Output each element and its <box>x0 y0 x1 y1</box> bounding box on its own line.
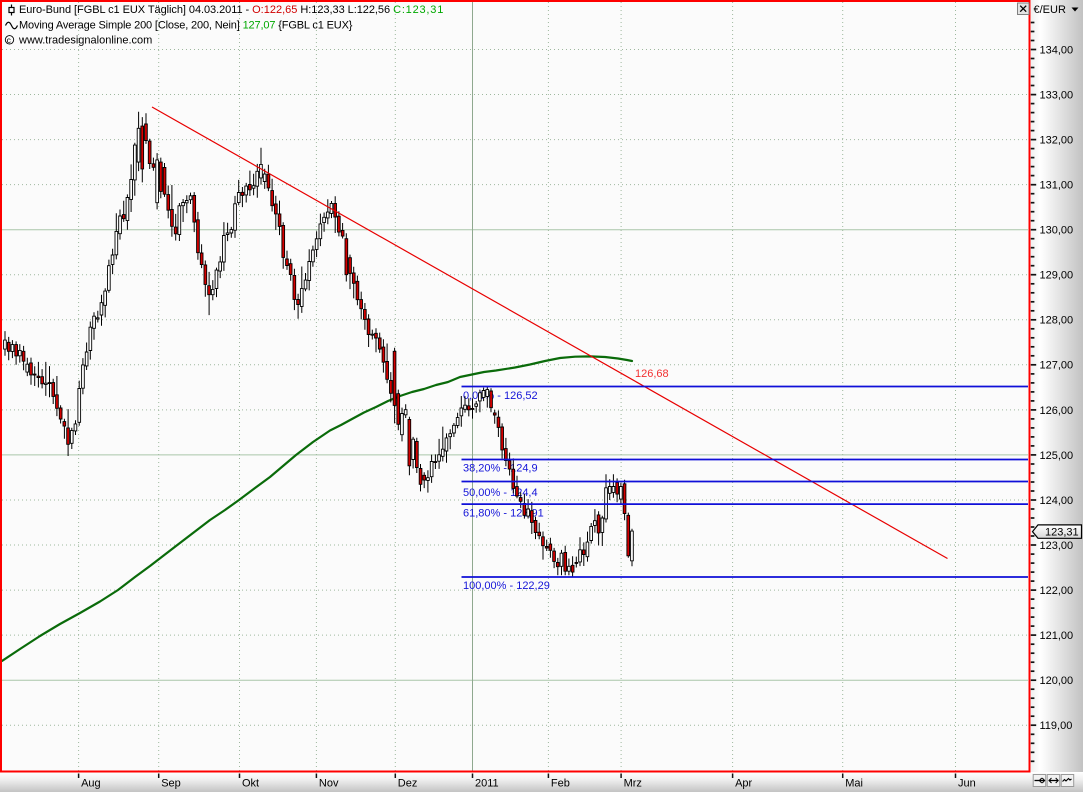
svg-text:126,00: 126,00 <box>1040 405 1074 417</box>
svg-text:Moving Average Simple 200 [Clo: Moving Average Simple 200 [Close, 200, N… <box>19 19 353 31</box>
svg-text:128,00: 128,00 <box>1040 315 1074 327</box>
svg-text:c: c <box>7 35 12 45</box>
svg-text:100,00% - 122,29: 100,00% - 122,29 <box>463 580 550 592</box>
svg-text:130,00: 130,00 <box>1040 225 1074 237</box>
svg-text:38,20% - 124,9: 38,20% - 124,9 <box>463 463 538 475</box>
svg-text:126,68: 126,68 <box>635 368 669 380</box>
svg-text:134,00: 134,00 <box>1040 44 1074 56</box>
svg-text:131,00: 131,00 <box>1040 180 1074 192</box>
svg-text:www.tradesignalonline.com: www.tradesignalonline.com <box>18 35 152 47</box>
svg-text:122,00: 122,00 <box>1040 585 1074 597</box>
svg-text:Apr: Apr <box>735 778 752 790</box>
svg-text:Euro-Bund [FGBL c1 EUX Täglic: Euro-Bund [FGBL c1 EUX Täglich] 04.03.20… <box>19 4 444 16</box>
svg-text:Jun: Jun <box>958 778 976 790</box>
svg-text:123,00: 123,00 <box>1040 540 1074 552</box>
svg-text:Sep: Sep <box>161 778 181 790</box>
svg-text:2011: 2011 <box>475 778 499 790</box>
svg-text:50,00% - 124,4: 50,00% - 124,4 <box>463 487 538 499</box>
svg-text:Dez: Dez <box>398 778 418 790</box>
svg-text:0,00% - 126,52: 0,00% - 126,52 <box>463 390 538 402</box>
svg-text:133,00: 133,00 <box>1040 90 1074 102</box>
svg-text:125,00: 125,00 <box>1040 450 1074 462</box>
svg-text:127,00: 127,00 <box>1040 360 1074 372</box>
svg-text:Mrz: Mrz <box>624 778 642 790</box>
svg-text:121,00: 121,00 <box>1040 630 1074 642</box>
svg-text:119,00: 119,00 <box>1040 720 1073 732</box>
svg-text:123,31: 123,31 <box>1045 527 1079 539</box>
svg-text:129,00: 129,00 <box>1040 270 1074 282</box>
svg-text:132,00: 132,00 <box>1040 135 1074 147</box>
svg-text:Nov: Nov <box>319 778 339 790</box>
svg-text:Feb: Feb <box>551 778 570 790</box>
svg-text:120,00: 120,00 <box>1040 675 1074 687</box>
svg-text:Aug: Aug <box>81 778 101 790</box>
svg-text:Mai: Mai <box>845 778 863 790</box>
svg-text:€/EUR: €/EUR <box>1034 4 1066 16</box>
svg-text:Okt: Okt <box>242 778 259 790</box>
svg-text:124,00: 124,00 <box>1040 495 1074 507</box>
